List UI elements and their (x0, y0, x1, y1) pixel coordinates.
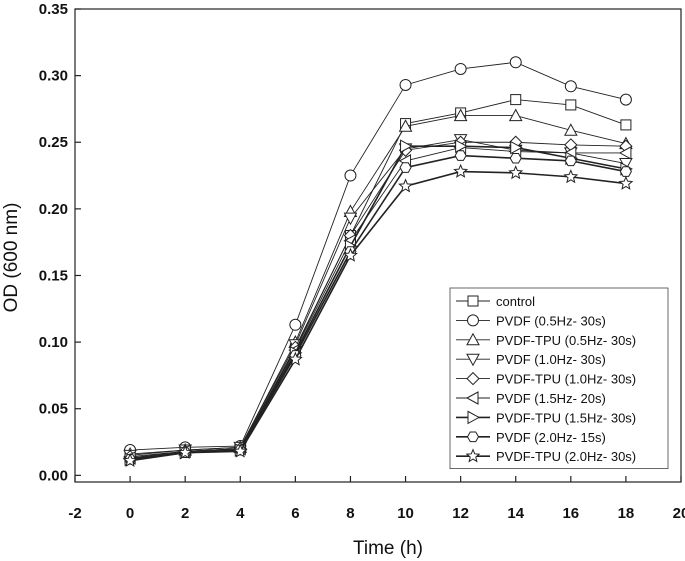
data-point (454, 62, 467, 75)
y-tick-label: 0.15 (39, 267, 68, 284)
x-axis: -2 0 2 4 6 8 10 12 14 16 18 20 (68, 476, 685, 522)
data-point (343, 212, 358, 226)
legend-label: PVDF (2.0Hz- 15s) (496, 430, 606, 445)
data-point (400, 139, 413, 154)
data-point (564, 155, 577, 167)
x-tick-label: -2 (68, 505, 81, 522)
data-point (122, 452, 138, 467)
x-tick-label: 12 (452, 505, 469, 522)
legend-marker (467, 295, 479, 307)
data-point (619, 166, 632, 177)
x-tick-label: 18 (618, 505, 635, 522)
data-point (344, 169, 357, 182)
data-point (618, 175, 634, 190)
legend-label: PVDF (0.5Hz- 30s) (496, 313, 606, 328)
legend-marker (466, 353, 480, 367)
x-tick-label: 6 (291, 505, 299, 522)
y-tick-label: 0.00 (39, 467, 68, 484)
legend-label: PVDF-TPU (0.5Hz- 30s) (496, 333, 636, 348)
legend-item: PVDF (2.0Hz- 15s) (456, 430, 606, 445)
legend-marker (466, 371, 480, 386)
legend-label: control (496, 294, 535, 309)
legend-label: PVDF (1.5Hz- 20s) (496, 391, 606, 406)
y-tick-label: 0.25 (39, 134, 68, 151)
x-tick-label: 10 (397, 505, 414, 522)
legend-item: PVDF-TPU (2.0Hz- 30s) (456, 448, 636, 464)
y-tick-label: 0.35 (39, 1, 68, 18)
data-point (398, 178, 413, 193)
legend-marker (467, 314, 479, 327)
data-point (287, 351, 303, 366)
data-point (619, 93, 632, 106)
legend-label: PVDF-TPU (2.0Hz- 30s) (496, 449, 636, 464)
data-point (563, 123, 578, 136)
plot-frame (74, 8, 682, 483)
x-tick-label: 8 (346, 505, 354, 522)
legend-marker (467, 410, 481, 425)
x-tick-label: 4 (236, 505, 245, 522)
data-point (565, 99, 577, 111)
data-point (399, 78, 412, 91)
data-point (455, 139, 468, 154)
data-point (618, 146, 632, 160)
data-point (399, 162, 412, 173)
data-point (453, 163, 469, 178)
series-line (129, 170, 627, 462)
y-tick-label: 0.30 (39, 68, 68, 85)
legend-item: PVDF (1.0Hz- 30s) (456, 352, 606, 367)
legend-marker (466, 332, 480, 346)
data-point (509, 56, 522, 69)
legend-item: PVDF-TPU (0.5Hz- 30s) (456, 332, 636, 348)
series-layer (122, 56, 634, 467)
legend-label: PVDF (1.0Hz- 30s) (496, 352, 606, 367)
data-point (398, 119, 413, 132)
legend-item: PVDF-TPU (1.0Hz- 30s) (456, 372, 636, 387)
data-point (620, 119, 632, 131)
legend-marker (465, 448, 481, 463)
series-9 (122, 163, 634, 467)
data-point (453, 108, 468, 122)
data-point (289, 318, 302, 331)
x-tick-label: 2 (181, 505, 189, 522)
data-point (454, 150, 467, 161)
legend: control PVDF (0.5Hz- 30s) PVDF-TPU (0.5Hz-… (449, 287, 669, 470)
plot-border (74, 8, 682, 483)
legend-label: PVDF-TPU (1.0Hz- 30s) (496, 372, 636, 387)
y-axis: 0.00 0.05 0.10 0.15 0.20 0.25 0.30 0.35 (39, 1, 81, 484)
legend-label: PVDF-TPU (1.5Hz- 30s) (496, 410, 636, 425)
data-point (508, 108, 523, 122)
legend-item: PVDF-TPU (1.5Hz- 30s) (456, 410, 636, 425)
x-tick-label: 0 (126, 505, 134, 522)
legend-item: PVDF (0.5Hz- 30s) (456, 313, 606, 328)
x-tick-label: 16 (562, 505, 579, 522)
data-point (510, 94, 522, 106)
data-point (509, 152, 522, 164)
data-point (232, 443, 248, 458)
data-point (343, 247, 358, 262)
legend-marker (465, 391, 479, 405)
legend-marker (466, 431, 480, 443)
x-tick-label: 20 (673, 505, 685, 522)
data-point (563, 169, 579, 184)
series-line (130, 139, 626, 456)
data-point (177, 444, 193, 459)
y-axis-title: OD (600 nm) (1, 203, 22, 313)
y-tick-label: 0.10 (39, 334, 68, 351)
data-point (508, 165, 524, 180)
x-axis-title: Time (h) (353, 538, 423, 559)
series-line (130, 61, 627, 451)
legend-item: PVDF (1.5Hz- 20s) (456, 391, 606, 406)
data-point (564, 80, 577, 93)
x-tick-label: 14 (507, 505, 524, 522)
y-tick-label: 0.20 (39, 201, 68, 218)
data-point (510, 140, 523, 155)
y-tick-label: 0.05 (39, 401, 68, 418)
legend-item: control (456, 294, 535, 309)
